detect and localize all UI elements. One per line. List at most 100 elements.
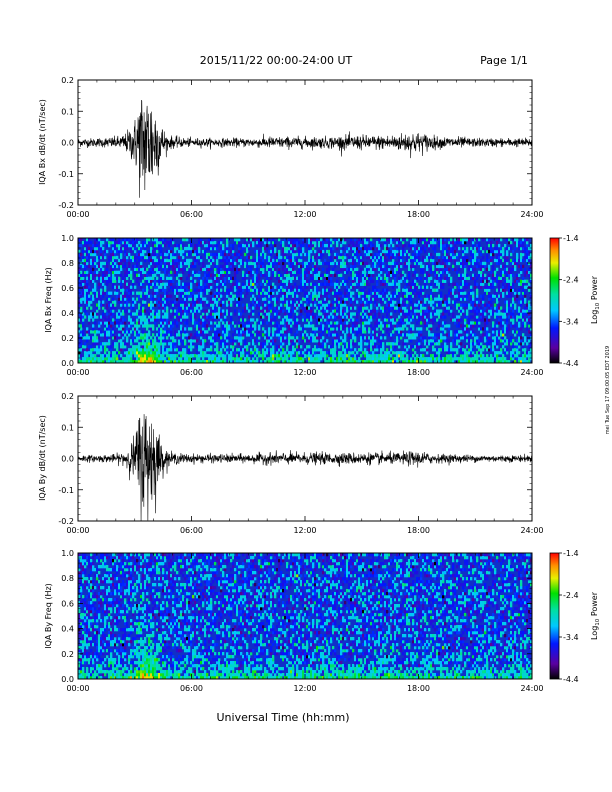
spectrogram-cell: [416, 258, 419, 263]
spectrogram-cell: [196, 288, 199, 292]
spectrogram-cell: [210, 354, 213, 358]
spectrogram-cell: [268, 261, 271, 266]
spectrogram-cell: [146, 276, 149, 280]
spectrogram-cell: [392, 255, 395, 260]
spectrogram-cell: [330, 273, 333, 277]
spectrogram-cell: [158, 258, 161, 263]
spectrogram-cell: [204, 249, 207, 254]
spectrogram-cell: [432, 333, 435, 337]
spectrogram-cell: [374, 336, 377, 340]
spectrogram-cell: [132, 327, 135, 331]
spectrogram-cell: [236, 297, 239, 301]
spectrogram-cell: [210, 246, 213, 251]
spectrogram-cell: [338, 270, 341, 275]
spectrogram-cell: [384, 276, 387, 280]
spectrogram-cell: [134, 360, 137, 364]
spectrogram-cell: [188, 351, 191, 355]
spectrogram-cell: [176, 264, 179, 269]
spectrogram-cell: [374, 288, 377, 292]
spectrogram-cell: [96, 294, 99, 298]
spectrogram-cell: [254, 339, 257, 343]
spectrogram-cell: [282, 246, 285, 251]
spectrogram-cell: [120, 246, 123, 251]
spectrogram-cell: [354, 339, 357, 343]
spectrogram-cell: [112, 306, 115, 310]
spectrogram-cell: [124, 261, 127, 266]
spectrogram-cell: [334, 312, 337, 316]
spectrogram-cell: [414, 309, 417, 313]
spectrogram-cell: [302, 315, 305, 319]
spectrogram-cell: [214, 246, 217, 251]
spectrogram-cell: [130, 249, 133, 254]
spectrogram-cell: [414, 264, 417, 269]
spectrogram-cell: [170, 342, 173, 346]
spectrogram-cell: [206, 255, 209, 260]
spectrogram-cell: [94, 246, 97, 251]
spectrogram-cell: [390, 300, 393, 304]
spectrogram-cell: [136, 252, 139, 257]
spectrogram-cell: [248, 285, 251, 289]
spectrogram-cell: [404, 297, 407, 301]
spectrogram-cell: [186, 252, 189, 257]
spectrogram-cell: [338, 297, 341, 301]
spectrogram-cell: [400, 321, 403, 325]
spectrogram-cell: [346, 294, 349, 298]
spectrogram-cell: [396, 357, 399, 361]
spectrogram-cell: [270, 309, 273, 313]
spectrogram-cell: [168, 354, 171, 358]
spectrogram-cell: [430, 303, 433, 307]
spectrogram-cell: [434, 297, 437, 301]
spectrogram-cell: [126, 294, 129, 298]
spectrogram-cell: [130, 291, 133, 295]
spectrogram-cell: [370, 324, 373, 328]
spectrogram-cell: [156, 282, 159, 286]
spectrogram-cell: [384, 354, 387, 358]
spectrogram-cell: [288, 240, 291, 245]
spectrogram-cell: [152, 333, 155, 337]
spectrogram-cell: [402, 351, 405, 355]
spectrogram-cell: [366, 327, 369, 331]
spectrogram-cell: [324, 309, 327, 313]
spectrogram-cell: [402, 354, 405, 358]
spectrogram-cell: [98, 246, 101, 251]
spectrogram-cell: [384, 240, 387, 245]
spectrogram-cell: [190, 285, 193, 289]
spectrogram-cell: [354, 354, 357, 358]
spectrogram-cell: [224, 288, 227, 292]
spectrogram-cell: [282, 294, 285, 298]
spectrogram-cell: [322, 330, 325, 334]
spectrogram-cell: [98, 306, 101, 310]
spectrogram-cell: [328, 315, 331, 319]
spectrogram-cell: [370, 238, 373, 242]
spectrogram-cell: [354, 300, 357, 304]
spectrogram-cell: [180, 309, 183, 313]
spectrogram-cell: [322, 324, 325, 328]
spectrogram-cell: [356, 300, 359, 304]
spectrogram-cell: [380, 297, 383, 301]
spectrogram-cell: [240, 294, 243, 298]
spectrogram-cell: [352, 297, 355, 301]
spectrogram-cell: [178, 309, 181, 313]
spectrogram-cell: [186, 354, 189, 358]
spectrogram-cell: [438, 336, 441, 340]
spectrogram-cell: [386, 238, 389, 242]
spectrogram-cell: [240, 354, 243, 358]
spectrogram-cell: [352, 276, 355, 280]
spectrogram-cell: [230, 291, 233, 295]
spectrogram-cell: [408, 282, 411, 286]
spectrogram-cell: [366, 354, 369, 358]
spectrogram-cell: [378, 339, 381, 343]
spectrogram-cell: [108, 360, 111, 364]
spectrogram-cell: [404, 249, 407, 254]
spectrogram-cell: [412, 345, 415, 349]
spectrogram-cell: [306, 345, 309, 349]
spectrogram-cell: [112, 255, 115, 260]
spectrogram-cell: [412, 243, 415, 248]
spectrogram-cell: [126, 276, 129, 280]
spectrogram-cell: [130, 360, 133, 364]
spectrogram-cell: [366, 240, 369, 245]
spectrogram-cell: [86, 276, 89, 280]
spectrogram-cell: [352, 321, 355, 325]
spectrogram-cell: [94, 285, 97, 289]
spectrogram-cell: [186, 303, 189, 307]
